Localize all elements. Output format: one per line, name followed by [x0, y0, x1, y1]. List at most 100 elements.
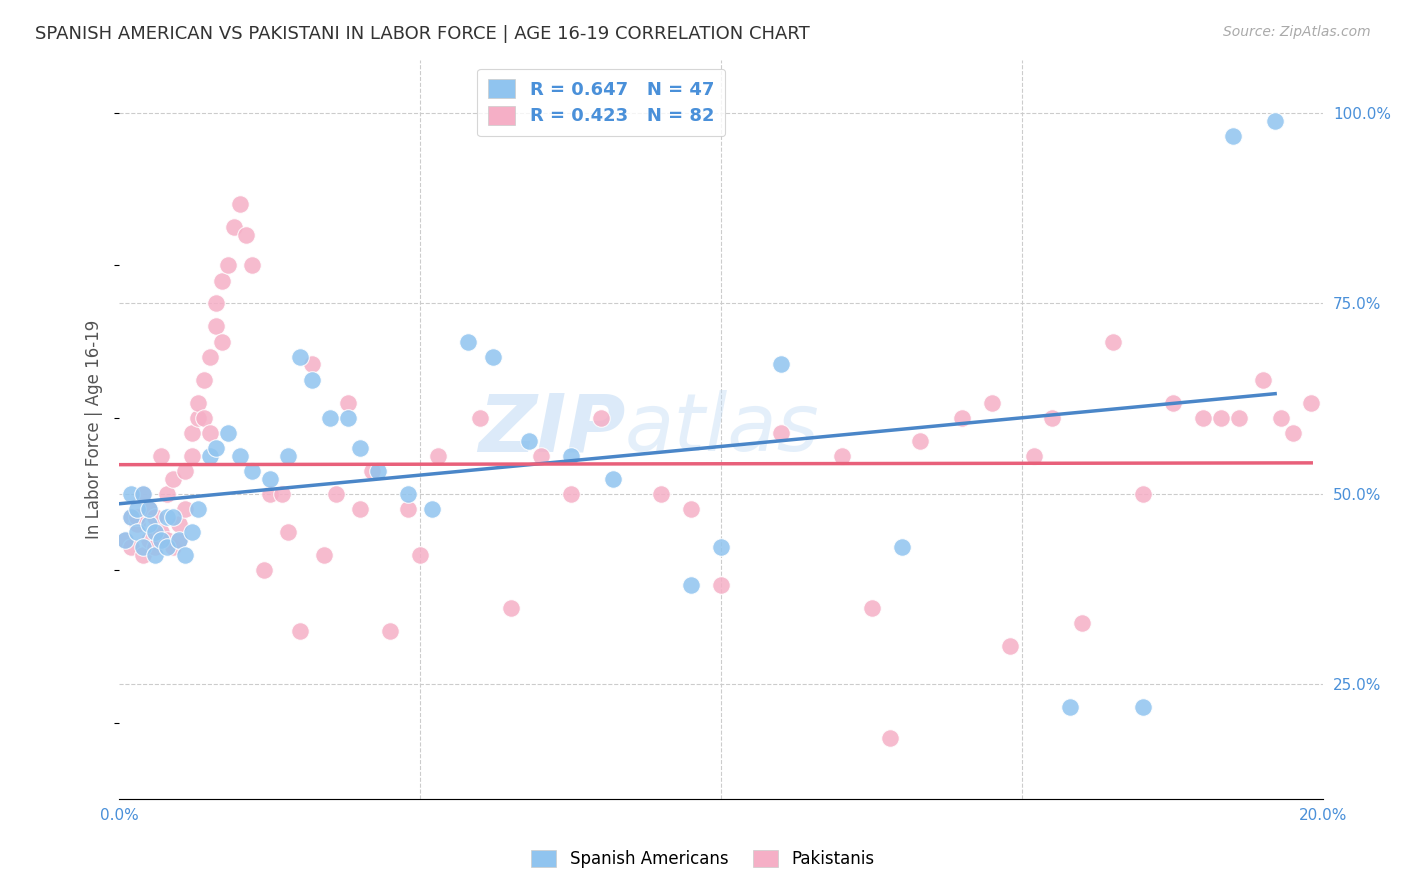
Point [457, 334, 479, 349]
Point [337, 395, 360, 409]
Point [186, 410, 208, 425]
Point [1222, 128, 1244, 143]
Point [710, 578, 733, 592]
Point [1282, 425, 1305, 440]
Point [240, 258, 263, 272]
Point [981, 395, 1004, 409]
Point [132, 487, 155, 501]
Point [228, 197, 250, 211]
Point [288, 624, 311, 639]
Point [174, 548, 197, 562]
Point [681, 578, 703, 592]
Point [380, 624, 402, 639]
Point [277, 449, 299, 463]
Point [217, 425, 239, 440]
Point [1000, 640, 1022, 654]
Text: atlas: atlas [624, 390, 820, 468]
Point [180, 524, 202, 539]
Point [145, 548, 167, 562]
Point [277, 524, 299, 539]
Point [650, 487, 672, 501]
Point [890, 541, 912, 555]
Text: SPANISH AMERICAN VS PAKISTANI IN LABOR FORCE | AGE 16-19 CORRELATION CHART: SPANISH AMERICAN VS PAKISTANI IN LABOR F… [35, 25, 810, 43]
Point [174, 502, 197, 516]
Point [349, 441, 371, 455]
Point [211, 334, 233, 349]
Point [1264, 113, 1286, 128]
Point [602, 472, 624, 486]
Point [1132, 700, 1154, 714]
Point [156, 487, 179, 501]
Point [301, 358, 323, 372]
Point [1132, 487, 1154, 501]
Text: Source: ZipAtlas.com: Source: ZipAtlas.com [1223, 25, 1371, 39]
Point [127, 502, 149, 516]
Point [120, 487, 142, 501]
Point [259, 487, 281, 501]
Point [589, 410, 612, 425]
Point [908, 434, 931, 448]
Point [198, 350, 221, 364]
Point [831, 449, 853, 463]
Point [127, 517, 149, 532]
Point [145, 524, 167, 539]
Point [420, 502, 443, 516]
Point [180, 425, 202, 440]
Point [560, 449, 582, 463]
Point [530, 449, 553, 463]
Point [162, 541, 184, 555]
Point [396, 502, 419, 516]
Point [1251, 373, 1274, 387]
Point [132, 487, 155, 501]
Point [1192, 410, 1215, 425]
Y-axis label: In Labor Force | Age 16-19: In Labor Force | Age 16-19 [86, 319, 103, 539]
Point [1071, 616, 1094, 631]
Point [127, 524, 149, 539]
Point [156, 509, 179, 524]
Point [211, 274, 233, 288]
Point [517, 434, 540, 448]
Point [156, 541, 179, 555]
Point [193, 410, 215, 425]
Point [120, 541, 142, 555]
Point [204, 441, 226, 455]
Point [470, 410, 492, 425]
Point [1040, 410, 1063, 425]
Point [337, 410, 360, 425]
Point [1270, 410, 1292, 425]
Point [1209, 410, 1232, 425]
Point [169, 533, 191, 547]
Point [499, 601, 522, 615]
Point [198, 449, 221, 463]
Point [1227, 410, 1250, 425]
Point [1024, 449, 1046, 463]
Point [193, 373, 215, 387]
Point [1161, 395, 1184, 409]
Legend: R = 0.647   N = 47, R = 0.423   N = 82: R = 0.647 N = 47, R = 0.423 N = 82 [478, 69, 725, 136]
Point [770, 358, 793, 372]
Point [186, 502, 208, 516]
Point [860, 601, 883, 615]
Legend: Spanish Americans, Pakistanis: Spanish Americans, Pakistanis [524, 843, 882, 875]
Point [396, 487, 419, 501]
Point [162, 472, 184, 486]
Point [162, 509, 184, 524]
Point [132, 541, 155, 555]
Point [180, 449, 202, 463]
Point [132, 548, 155, 562]
Point [169, 533, 191, 547]
Point [481, 350, 503, 364]
Point [235, 227, 257, 242]
Point [1101, 334, 1123, 349]
Point [222, 220, 245, 235]
Point [427, 449, 450, 463]
Point [312, 548, 335, 562]
Point [204, 296, 226, 310]
Point [120, 509, 142, 524]
Point [409, 548, 432, 562]
Point [127, 509, 149, 524]
Point [319, 410, 342, 425]
Point [681, 502, 703, 516]
Text: ZIP: ZIP [478, 390, 624, 468]
Point [325, 487, 347, 501]
